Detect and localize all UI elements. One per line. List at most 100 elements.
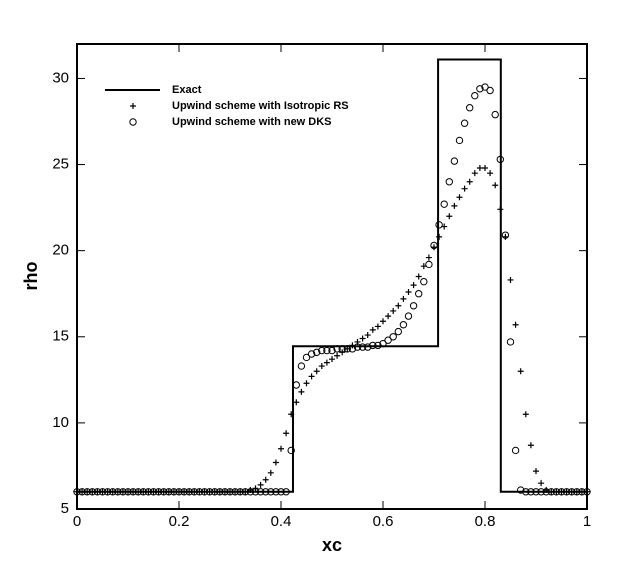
plus-marker	[456, 194, 463, 201]
circle-marker	[93, 488, 102, 496]
plus-marker	[390, 307, 397, 314]
plus-marker	[308, 373, 315, 380]
plus-marker	[533, 468, 539, 475]
plus-marker	[323, 359, 330, 366]
plus-marker	[385, 313, 392, 320]
circle-marker	[211, 488, 219, 496]
circle-marker	[415, 290, 423, 298]
circle-marker	[420, 277, 428, 286]
circle-marker	[103, 488, 112, 496]
plus-marker	[278, 445, 284, 452]
circle-marker	[466, 104, 474, 112]
circle-marker	[557, 488, 566, 496]
circle-marker	[165, 488, 173, 496]
plus-marker	[395, 302, 402, 309]
circle-marker	[343, 345, 351, 353]
plus-marker	[369, 326, 376, 333]
circle-marker	[144, 488, 153, 496]
circle-marker	[262, 488, 270, 496]
circle-marker	[476, 85, 484, 93]
plus-marker	[318, 363, 325, 370]
legend-label: Upwind scheme with new DKS	[172, 116, 332, 128]
y-axis-title: rho	[21, 262, 41, 291]
circle-marker	[506, 338, 515, 346]
circle-marker	[313, 348, 321, 356]
plus-marker	[476, 165, 483, 171]
circle-marker	[83, 488, 91, 496]
circle-marker	[170, 488, 178, 496]
plus-marker	[374, 323, 381, 330]
circle-marker	[124, 488, 132, 496]
plus-marker	[288, 411, 295, 418]
circle-marker	[471, 91, 479, 100]
plus-marker	[507, 276, 514, 283]
circle-marker	[277, 488, 285, 496]
plus-marker	[262, 476, 269, 483]
circle-marker	[205, 488, 214, 496]
x-tick-label: 0	[73, 513, 81, 530]
circle-marker	[190, 488, 199, 496]
circle-marker	[491, 110, 499, 119]
exact-line	[77, 58, 587, 493]
circle-marker	[578, 488, 586, 496]
circle-marker	[180, 488, 188, 496]
plus-marker	[313, 368, 320, 375]
circle-marker	[231, 488, 239, 496]
circle-marker	[226, 488, 234, 496]
plus-marker	[512, 321, 519, 328]
x-tick-label: 0.8	[475, 513, 496, 530]
circle-marker	[369, 341, 377, 350]
circle-marker	[364, 343, 372, 351]
circle-marker	[236, 488, 244, 496]
circle-marker	[348, 345, 357, 353]
plus-marker	[487, 170, 494, 177]
circle-marker	[302, 353, 311, 362]
plus-marker	[466, 178, 473, 185]
plus-marker	[517, 368, 524, 375]
plus-marker	[492, 182, 499, 189]
circle-marker	[501, 231, 510, 239]
circle-marker	[307, 350, 316, 358]
y-tick-label: 10	[52, 414, 69, 431]
plus-marker	[400, 295, 407, 302]
circle-marker	[547, 488, 555, 496]
circle-marker	[154, 488, 163, 496]
circle-marker	[486, 86, 494, 95]
circle-marker	[246, 488, 255, 496]
circle-marker	[568, 488, 576, 496]
circle-marker	[134, 488, 142, 496]
circle-marker	[374, 341, 382, 350]
circle-marker	[333, 345, 341, 353]
plus-marker	[410, 282, 417, 289]
plus-marker	[329, 356, 335, 363]
circle-marker	[527, 488, 535, 496]
circle-marker	[109, 488, 117, 496]
circle-marker	[175, 488, 183, 496]
circle-marker	[537, 488, 545, 496]
plus-marker	[425, 254, 432, 261]
plus-marker	[380, 318, 386, 325]
circle-marker	[160, 488, 168, 496]
circle-marker	[460, 119, 469, 127]
legend-label: Exact	[172, 84, 202, 96]
circle-marker	[409, 302, 418, 310]
plus-marker	[446, 213, 453, 220]
plus-marker	[364, 332, 371, 339]
y-tick-label: 5	[61, 500, 69, 517]
circle-marker	[573, 488, 581, 496]
circle-marker	[129, 488, 137, 496]
plus-marker	[461, 185, 468, 192]
circle-marker	[200, 488, 209, 496]
circle-marker	[195, 488, 204, 496]
legend-label: Upwind scheme with Isotropic RS	[172, 100, 349, 112]
circle-marker	[353, 343, 362, 351]
circle-marker	[425, 260, 433, 269]
circle-marker	[389, 333, 397, 341]
plus-marker	[405, 289, 412, 295]
circle-marker	[338, 345, 346, 353]
x-tick-label: 1	[583, 513, 591, 530]
y-tick-label: 20	[52, 242, 69, 259]
plus-marker	[471, 170, 478, 177]
circle-marker	[384, 336, 392, 344]
